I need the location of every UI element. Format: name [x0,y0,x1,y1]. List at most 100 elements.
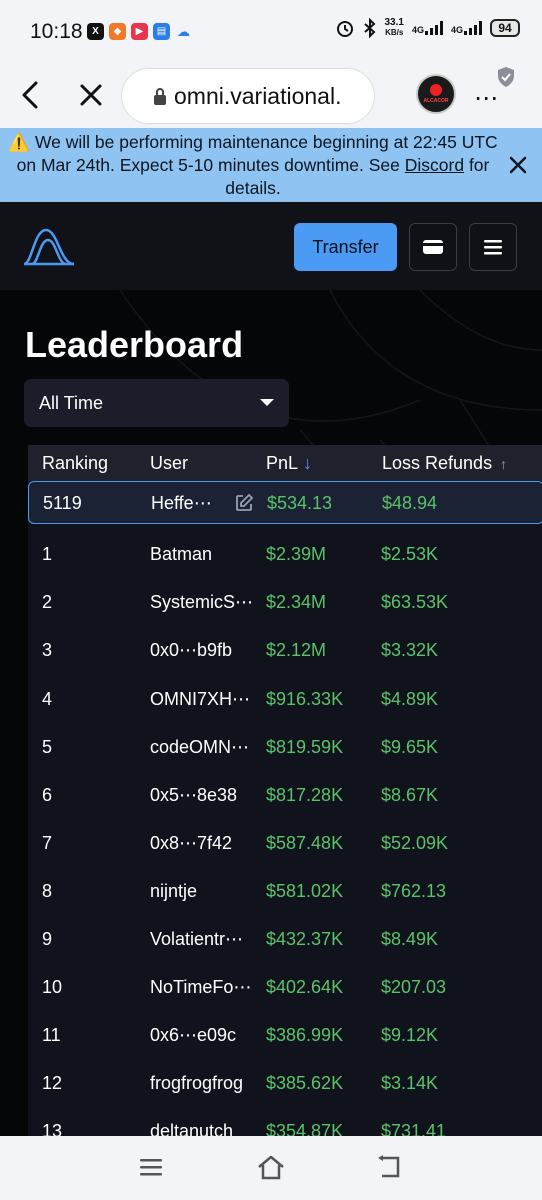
cell-pnl: $819.59K [266,737,344,757]
notification-icons: X ◆ ▶ ▤ ☁ [87,23,192,40]
discord-link[interactable]: Discord [404,155,465,175]
cell-loss-refund: $207.03 [381,977,447,997]
page-title: Leaderboard [25,324,244,365]
alarm-icon [336,21,353,37]
cell-rank: 5119 [43,493,82,513]
table-row[interactable]: 11 0x6⋯e09c $386.99K $9.12K [28,1014,542,1057]
cell-user: OMNI7XH⋯ [150,689,251,709]
cell-loss-refund: $3.14K [381,1073,439,1093]
cell-user: nijntje [150,881,198,901]
cell-user: 0x0⋯b9fb [150,640,233,660]
status-bar: 10:18 X ◆ ▶ ▤ ☁ 33.1 KB/s 4G 4G 94 [0,0,542,66]
cell-loss-refund: $4.89K [381,689,439,709]
cell-user: codeOMN⋯ [150,737,250,757]
table-row[interactable]: 8 nijntje $581.02K $762.13 [28,870,542,913]
table-row[interactable]: 4 OMNI7XH⋯ $916.33K $4.89K [28,678,542,721]
signal-bars-icon [464,21,482,35]
close-tab-icon[interactable] [78,82,104,108]
shield-icon[interactable] [496,66,516,88]
cell-rank: 13 [42,1121,63,1136]
battery-icon: 94 [490,19,520,37]
table-row[interactable]: 6 0x5⋯8e38 $817.28K $8.67K [28,774,542,817]
cell-user: Heffe⋯ [151,493,212,513]
x-app-icon: X [87,23,104,40]
table-row[interactable]: 2 SystemicS⋯ $2.34M $63.53K [28,581,542,624]
docs-app-icon: ▤ [153,23,170,40]
banner-close-icon[interactable] [508,155,528,175]
back-arrow-icon[interactable] [18,80,44,110]
cell-user: 0x5⋯8e38 [150,785,238,805]
column-loss-refunds[interactable]: Loss Refunds ↑ [382,453,508,473]
cell-rank: 3 [42,640,53,660]
cloud-icon: ☁ [177,23,190,39]
cell-pnl: $354.87K [266,1121,344,1136]
url-bar[interactable]: omni.variational. [121,68,375,124]
wallet-button[interactable] [409,223,457,271]
cell-user: Batman [150,544,213,564]
recent-apps-icon[interactable] [138,1154,164,1180]
cell-rank: 10 [42,977,63,997]
cell-loss-refund: $3.32K [381,640,439,660]
cell-pnl: $534.13 [267,493,333,513]
menu-button[interactable] [469,223,517,271]
cell-rank: 5 [42,737,53,757]
system-nav-bar [0,1136,542,1200]
table-row[interactable]: 3 0x0⋯b9fb $2.12M $3.32K [28,629,542,672]
home-icon[interactable] [256,1154,286,1182]
video-app-icon: ▶ [131,23,148,40]
sort-up-icon: ↑ [500,456,508,472]
table-header: Ranking User PnL ↓ Loss Refunds ↑ [28,445,542,481]
speed-unit: KB/s [385,28,404,37]
leaderboard-page: Leaderboard All Time Ranking User PnL ↓ L… [0,290,542,1136]
table-row[interactable]: 9 Volatientr⋯ $432.37K $8.49K [28,918,542,961]
more-options-icon[interactable]: ⋯ [474,85,499,112]
table-row[interactable]: 13 deltanutch $354.87K $731.41 [28,1110,542,1136]
cell-pnl: $587.48K [266,833,344,853]
cell-rank: 8 [42,881,53,901]
table-row[interactable]: 12 frogfrogfrog $385.62K $3.14K [28,1062,542,1105]
cell-loss-refund: $48.94 [382,493,438,513]
table-row-current-user[interactable]: 5119 Heffe⋯ $534.13 $48.94 [28,481,542,524]
cell-loss-refund: $63.53K [381,592,449,612]
extension-label: ALCACOR [423,98,449,104]
signal-2: 4G [451,21,482,35]
column-user[interactable]: User [150,453,189,473]
table-row[interactable]: 1 Batman $2.39M $2.53K [28,533,542,576]
cell-pnl: $817.28K [266,785,344,805]
speed-value: 33.1 [384,17,404,28]
cell-rank: 2 [42,592,53,612]
signal-bars-icon [424,21,443,35]
cell-rank: 4 [42,689,53,709]
cell-pnl: $386.99K [266,1025,344,1045]
edit-icon[interactable] [234,493,254,513]
cell-user: frogfrogfrog [150,1073,244,1093]
cell-pnl: $2.39M [266,544,327,564]
table-row[interactable]: 5 codeOMN⋯ $819.59K $9.65K [28,726,542,769]
cell-user: Volatientr⋯ [150,929,244,949]
maintenance-banner: ⚠️ We will be performing maintenance beg… [0,128,542,202]
cell-loss-refund: $9.65K [381,737,439,757]
column-ranking[interactable]: Ranking [42,453,109,473]
cell-loss-refund: $2.53K [381,544,439,564]
cell-rank: 11 [42,1025,61,1045]
lock-icon [154,88,166,105]
sort-down-icon: ↓ [303,453,313,473]
time-range-select[interactable]: All Time [24,379,289,427]
cell-loss-refund: $8.67K [381,785,439,805]
table-row[interactable]: 10 NoTimeFo⋯ $402.64K $207.03 [28,966,542,1009]
cell-user: SystemicS⋯ [150,592,254,612]
omni-logo-icon[interactable] [22,226,76,266]
chevron-down-icon [260,399,274,406]
transfer-button[interactable]: Transfer [294,223,397,271]
status-indicators: 33.1 KB/s 4G 4G 94 [335,17,520,38]
extension-button[interactable]: ALCACOR [416,74,456,114]
cell-pnl: $916.33K [266,689,344,709]
back-icon[interactable] [376,1154,404,1180]
table-row[interactable]: 7 0x8⋯7f42 $587.48K $52.09K [28,822,542,865]
banner-message: ⚠️ We will be performing maintenance beg… [8,132,498,198]
wallet-icon [423,240,443,254]
column-pnl[interactable]: PnL ↓ [266,453,313,473]
cell-loss-refund: $8.49K [381,929,439,949]
bluetooth-icon [363,18,375,38]
cell-loss-refund: $9.12K [381,1025,439,1045]
